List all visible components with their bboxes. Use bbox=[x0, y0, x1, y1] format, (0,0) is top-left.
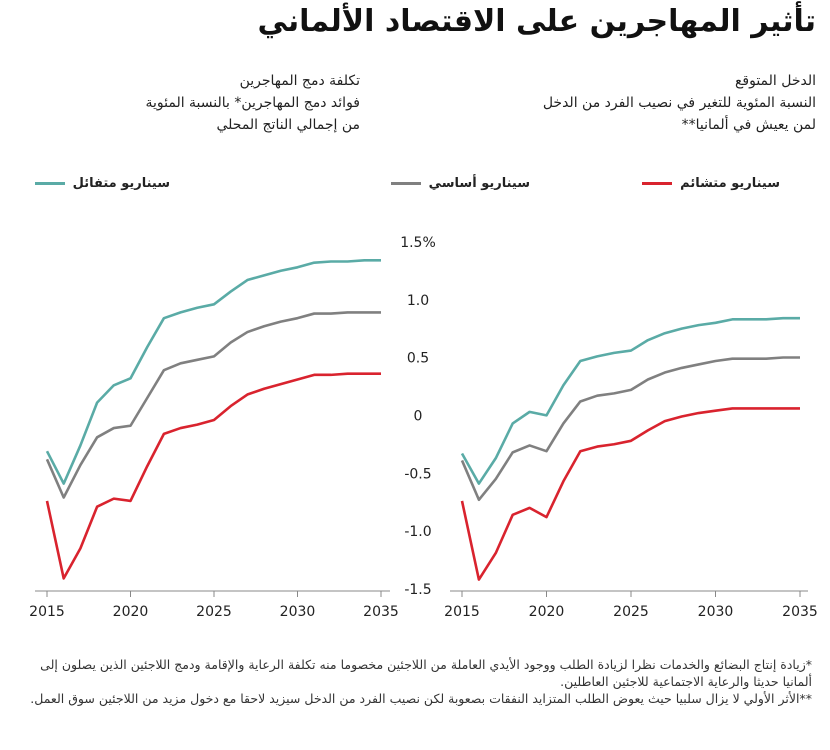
subtitle-line: من إجمالي الناتج المحلي bbox=[216, 117, 360, 133]
y-tick-label: 1.5% bbox=[400, 235, 436, 251]
panel-subtitle: تكلفة دمج المهاجرين فوائد دمج المهاجرين* … bbox=[145, 70, 360, 136]
series-line bbox=[460, 407, 800, 581]
panel-subtitle: الدخل المتوقع النسبة المئوية للتغير في نص… bbox=[543, 70, 816, 136]
subtitle-line: فوائد دمج المهاجرين* بالنسبة المئوية bbox=[145, 95, 360, 111]
y-tick-label: 1.0 bbox=[407, 293, 429, 309]
x-tick-label: 2030 bbox=[280, 604, 316, 620]
subtitle-line: تكلفة دمج المهاجرين bbox=[239, 73, 360, 89]
x-tick-label: 2025 bbox=[196, 604, 232, 620]
y-tick-label: -1.5 bbox=[404, 582, 431, 598]
x-tick-label: 2015 bbox=[29, 604, 65, 620]
y-tick-label: -0.5 bbox=[404, 466, 431, 482]
legend-label: سيناريو متفائل bbox=[72, 176, 170, 191]
series-line bbox=[460, 316, 800, 485]
x-tick-label: 2035 bbox=[363, 604, 399, 620]
x-tick-label: 2020 bbox=[529, 604, 565, 620]
x-tick-label: 2025 bbox=[613, 604, 649, 620]
legend-label: سيناريو أساسي bbox=[428, 176, 530, 191]
legend-swatch bbox=[642, 182, 673, 185]
legend-item: سيناريو متفائل bbox=[34, 176, 170, 191]
chart-title: تأثير المهاجرين على الاقتصاد الألماني bbox=[257, 4, 816, 39]
y-tick-label: -1.0 bbox=[404, 524, 431, 540]
footnote: *زيادة إنتاج البضائع والخدمات نظرا لزياد… bbox=[40, 657, 812, 689]
series-line bbox=[45, 311, 381, 499]
x-tick-label: 2030 bbox=[698, 604, 734, 620]
footnote: **الأثر الأولي لا يزال سلبيا حيث يعوض ال… bbox=[30, 691, 812, 706]
legend-label: سيناريو متشائم bbox=[680, 176, 780, 191]
subtitle-line: النسبة المئوية للتغير في نصيب الفرد من ا… bbox=[542, 95, 816, 111]
legend-swatch bbox=[390, 182, 421, 185]
x-tick-label: 2015 bbox=[444, 604, 480, 620]
x-tick-label: 2035 bbox=[782, 604, 818, 620]
series-line bbox=[45, 372, 381, 580]
legend-item: سيناريو أساسي bbox=[390, 176, 530, 191]
series-line bbox=[45, 259, 381, 485]
subtitle-line: الدخل المتوقع bbox=[734, 73, 816, 89]
y-tick-label: 0 bbox=[414, 409, 423, 425]
legend-swatch bbox=[34, 182, 65, 185]
subtitle-line: لمن يعيش في ألمانيا** bbox=[681, 117, 816, 133]
x-tick-label: 2020 bbox=[113, 604, 149, 620]
footnotes: *زيادة إنتاج البضائع والخدمات نظرا لزياد… bbox=[22, 656, 812, 707]
y-tick-label: 0.5 bbox=[407, 351, 429, 367]
legend-item: سيناريو متشائم bbox=[642, 176, 780, 191]
series-line bbox=[460, 356, 800, 502]
